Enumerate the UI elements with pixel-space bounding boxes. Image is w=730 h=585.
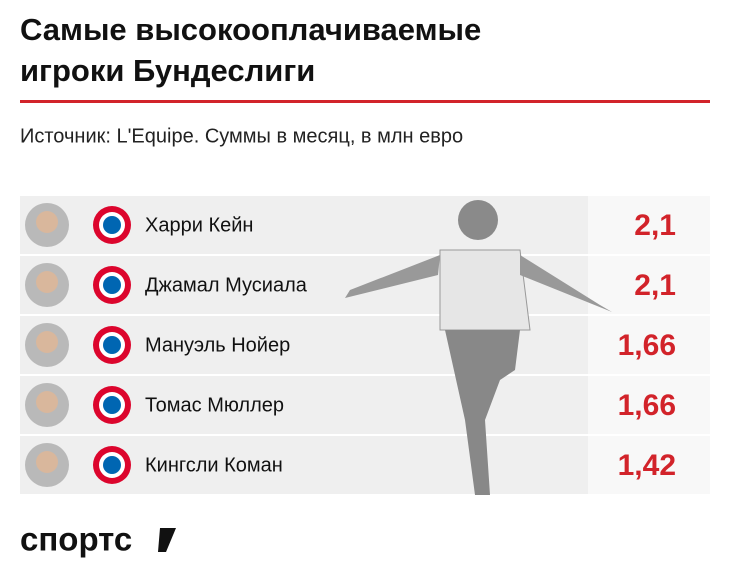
player-name: Харри Кейн bbox=[145, 214, 253, 236]
salary-value: 2,1 bbox=[634, 209, 676, 242]
value-cell bbox=[588, 316, 710, 374]
player-face bbox=[36, 391, 58, 413]
subtitle: Источник: L'Equipe. Суммы в месяц, в млн… bbox=[20, 125, 463, 147]
value-cell bbox=[588, 256, 710, 314]
player-name: Кингсли Коман bbox=[145, 454, 283, 476]
logo: спортс bbox=[20, 521, 132, 558]
club-badge-center bbox=[103, 336, 121, 354]
title: игроки Бундеслиги bbox=[20, 53, 315, 88]
player-name: Джамал Мусиала bbox=[145, 274, 308, 296]
table: Харри Кейн 2,1 Джамал Мусиала 2,1 Мануэль Но… bbox=[20, 196, 710, 494]
divider bbox=[20, 100, 710, 103]
value-cell bbox=[588, 436, 710, 494]
club-badge-center bbox=[103, 216, 121, 234]
table-row: Томас Мюллер 1,66 bbox=[20, 376, 710, 434]
table-row: Мануэль Нойер 1,66 bbox=[20, 316, 710, 374]
player-face bbox=[36, 331, 58, 353]
value-cell bbox=[588, 196, 710, 254]
club-badge-center bbox=[103, 396, 121, 414]
value-cell bbox=[588, 376, 710, 434]
salary-value: 1,66 bbox=[618, 329, 676, 362]
salary-value: 1,42 bbox=[618, 449, 676, 482]
player-name: Мануэль Нойер bbox=[145, 334, 290, 356]
club-badge-center bbox=[103, 456, 121, 474]
table-row: Кингсли Коман 1,42 bbox=[20, 436, 710, 494]
title: Самые высокооплачиваемые bbox=[20, 12, 481, 47]
hero-figure bbox=[345, 200, 612, 495]
logo-mark bbox=[158, 528, 176, 552]
player-face bbox=[36, 451, 58, 473]
player-face bbox=[36, 211, 58, 233]
table-row: Харри Кейн 2,1 bbox=[20, 196, 710, 254]
salary-value: 1,66 bbox=[618, 389, 676, 422]
player-face bbox=[36, 271, 58, 293]
salary-value: 2,1 bbox=[634, 269, 676, 302]
player-name: Томас Мюллер bbox=[145, 394, 284, 416]
club-badge-center bbox=[103, 276, 121, 294]
